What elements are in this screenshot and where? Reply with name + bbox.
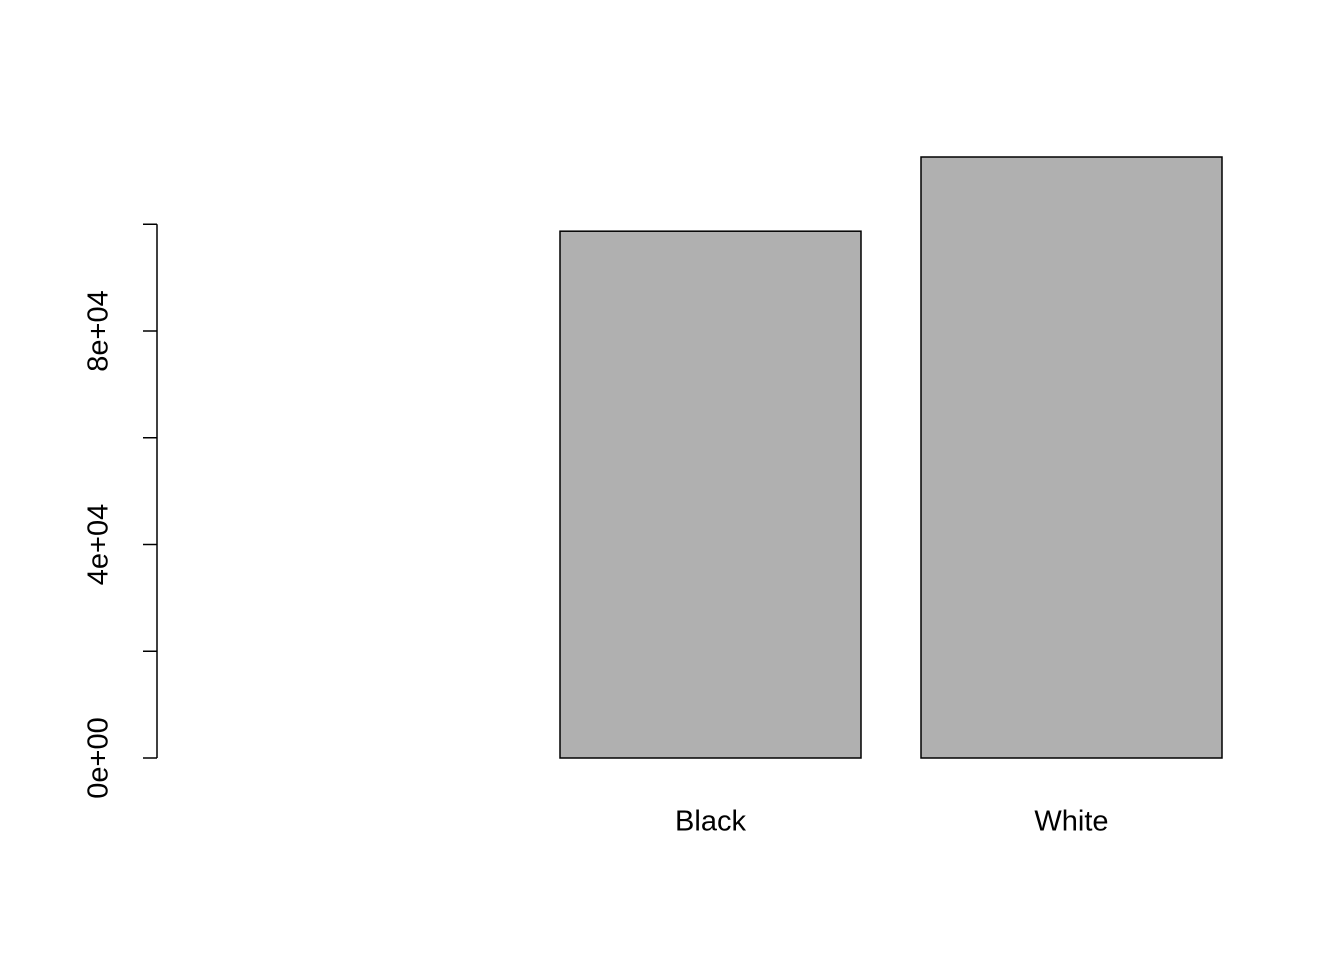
y-tick-label: 0e+00 <box>83 717 115 798</box>
x-tick-label: Black <box>675 806 746 838</box>
y-tick-label: 8e+04 <box>83 290 115 371</box>
x-tick-label: White <box>1034 806 1108 838</box>
bar <box>559 230 862 759</box>
y-tick-label: 4e+04 <box>83 504 115 585</box>
bar <box>920 156 1223 759</box>
